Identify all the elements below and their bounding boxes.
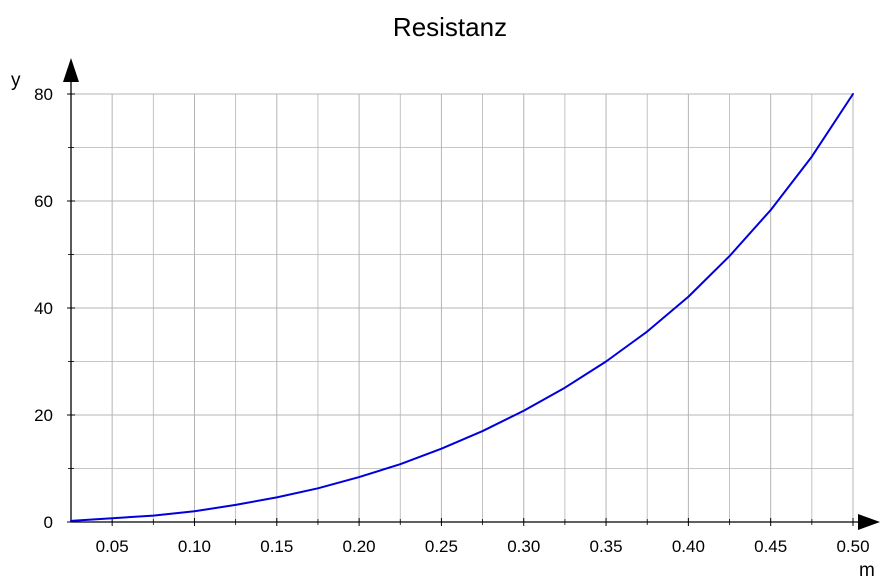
x-tick-label: 0.45 <box>754 537 787 556</box>
y-tick-label: 40 <box>34 299 53 318</box>
chart-title: Resistanz <box>393 12 507 42</box>
series <box>70 93 854 522</box>
x-tick-label: 0.15 <box>260 537 293 556</box>
x-tick-label: 0.20 <box>343 537 376 556</box>
x-axis-label: m <box>859 560 875 576</box>
x-tick-label: 0.25 <box>425 537 458 556</box>
x-tick-label: 0.35 <box>590 537 623 556</box>
x-tick-label: 0.40 <box>672 537 705 556</box>
x-tick-label: 0.50 <box>836 537 869 556</box>
grid <box>71 93 854 522</box>
x-axis-arrow <box>858 514 880 530</box>
y-tick-label: 0 <box>44 513 53 532</box>
y-tick-label: 80 <box>34 85 53 104</box>
series-line <box>70 93 854 522</box>
y-tick-label: 20 <box>34 406 53 425</box>
y-axis-arrow <box>63 58 79 82</box>
x-tick-label: 0.30 <box>507 537 540 556</box>
y-tick-label: 60 <box>34 192 53 211</box>
x-tick-label: 0.10 <box>178 537 211 556</box>
labels: Resistanz y m <box>11 12 875 576</box>
ticks: 0.05 0.10 0.15 0.20 0.25 0.30 0.35 0.40 0.45 0.50… <box>34 85 869 556</box>
axes <box>63 58 880 530</box>
y-axis-label: y <box>11 70 21 91</box>
x-tick-label: 0.05 <box>96 537 129 556</box>
